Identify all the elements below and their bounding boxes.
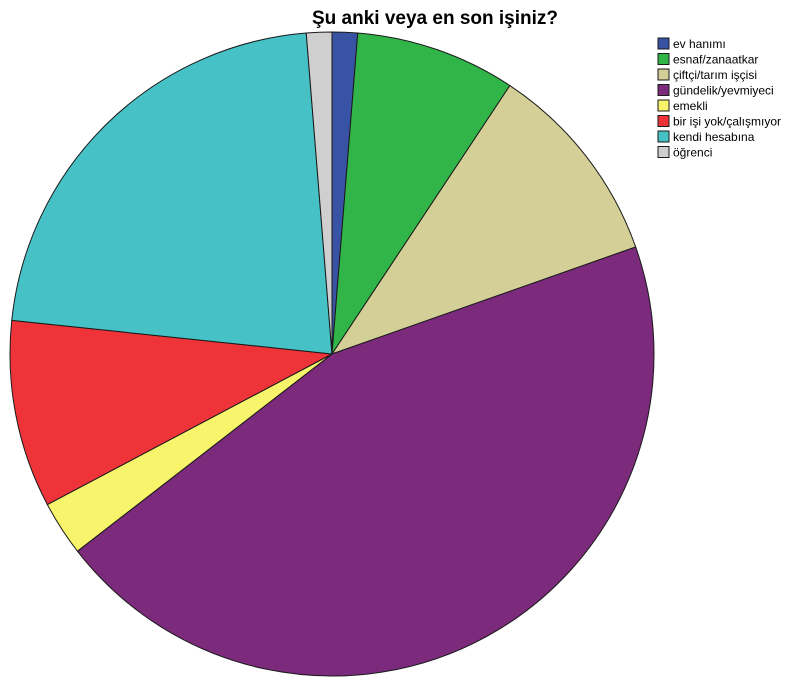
pie-slice-3: [331, 85, 637, 355]
legend-label-7: kendi hesabına: [673, 130, 755, 144]
legend-swatch-8: [657, 146, 670, 158]
pie-slice-8: [305, 31, 333, 355]
pie-slice-6: [9, 319, 333, 506]
pie-slices: [9, 31, 655, 677]
legend-swatch-7: [657, 130, 670, 143]
legend-swatch-6: [657, 115, 670, 127]
legend-label-2: esnaf/zanaatkar: [673, 53, 758, 67]
legend-swatch-4: [657, 84, 670, 96]
chart-title: Şu anki veya en son işiniz?: [312, 8, 558, 29]
legend-swatch-3: [657, 68, 670, 81]
legend-swatch-5: [657, 99, 670, 112]
legend-label-1: ev hanımı: [673, 37, 726, 51]
pie-slice-4: [76, 246, 655, 677]
legend-label-8: öğrenci: [673, 146, 712, 160]
legend-label-3: çiftçi/tarım işçisi: [673, 68, 757, 82]
pie-slice-2: [331, 32, 511, 355]
pie-slice-7: [11, 32, 333, 355]
legend-label-6: bir işi yok/çalışmıyor: [673, 115, 781, 129]
legend-label-4: gündelik/yevmiyeci: [673, 84, 774, 98]
legend-swatch-2: [657, 53, 670, 65]
legend-swatch-1: [657, 37, 670, 50]
legend-label-5: emekli: [673, 99, 708, 113]
